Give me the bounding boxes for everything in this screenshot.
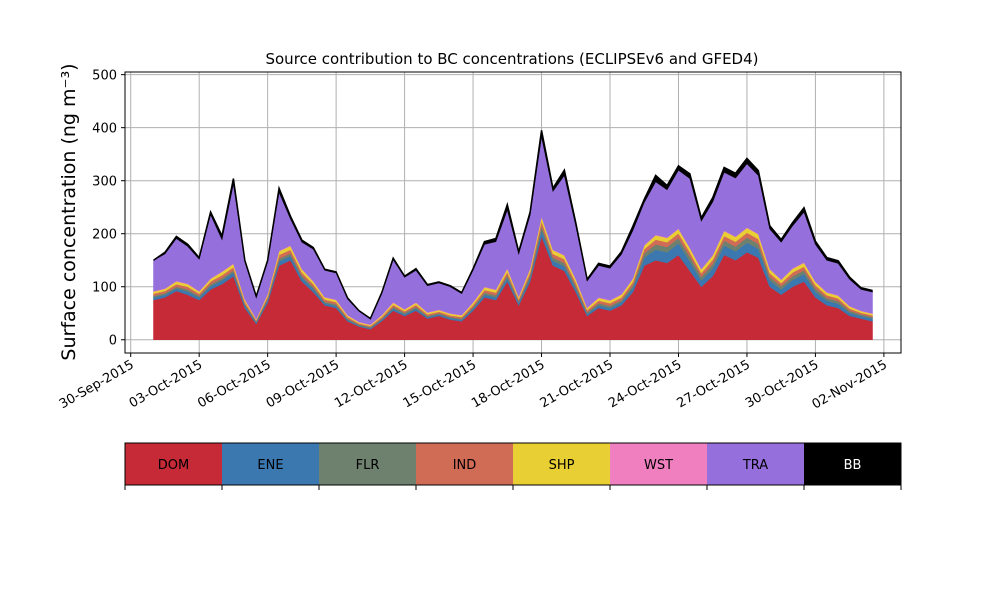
legend-label-ind: IND — [453, 458, 477, 473]
legend-swatch-dom — [125, 443, 222, 485]
legend: DOM ENE FLR IND SHP WST TRA BB — [124, 442, 902, 490]
legend-swatch-flr — [319, 443, 416, 485]
legend-swatch-tra — [707, 443, 804, 485]
x-axis-ticks: 30-Sep-201503-Oct-201506-Oct-201509-Oct-… — [57, 353, 890, 412]
y-tick-label: 100 — [92, 281, 117, 296]
legend-label-dom: DOM — [158, 458, 189, 473]
total-outline — [153, 130, 873, 320]
legend-swatch-ene — [222, 443, 319, 485]
x-tick-label: 12-Oct-2015 — [332, 357, 410, 411]
x-tick-label: 02-Nov-2015 — [810, 357, 890, 412]
x-tick-label: 27-Oct-2015 — [675, 357, 753, 411]
x-tick-label: 24-Oct-2015 — [606, 357, 684, 411]
plot-frame — [124, 71, 902, 354]
x-tick-label: 15-Oct-2015 — [401, 357, 479, 411]
legend-label-ene: ENE — [257, 458, 283, 473]
y-tick-label: 0 — [109, 334, 117, 349]
total-line — [153, 130, 873, 320]
legend-label-wst: WST — [644, 458, 673, 473]
legend-swatch-bb — [804, 443, 901, 485]
y-tick-label: 500 — [92, 69, 117, 84]
y-tick-label: 200 — [92, 228, 117, 243]
x-tick-label: 30-Sep-2015 — [57, 357, 137, 412]
x-tick-label: 30-Oct-2015 — [743, 357, 821, 411]
x-tick-label: 18-Oct-2015 — [469, 357, 547, 411]
legend-frame — [124, 442, 902, 486]
legend-label-shp: SHP — [549, 458, 575, 473]
legend-swatch-wst — [610, 443, 707, 485]
y-tick-label: 300 — [92, 175, 117, 190]
legend-swatch-shp — [513, 443, 610, 485]
y-axis-label: Surface concentration (ng m⁻³) — [58, 63, 80, 360]
stacked-areas — [153, 130, 873, 341]
y-axis-ticks: 0 100 200 300 400 500 — [92, 69, 125, 349]
legend-label-flr: FLR — [356, 458, 380, 473]
y-tick-label: 400 — [92, 122, 117, 137]
x-tick-label: 03-Oct-2015 — [127, 357, 205, 411]
legend-label-bb: BB — [844, 458, 862, 473]
x-tick-label: 21-Oct-2015 — [538, 357, 616, 411]
x-tick-label: 09-Oct-2015 — [264, 357, 342, 411]
legend-label-tra: TRA — [742, 458, 768, 473]
legend-swatch-ind — [416, 443, 513, 485]
chart-title: Source contribution to BC concentrations… — [265, 50, 758, 68]
x-tick-label: 06-Oct-2015 — [195, 357, 273, 411]
